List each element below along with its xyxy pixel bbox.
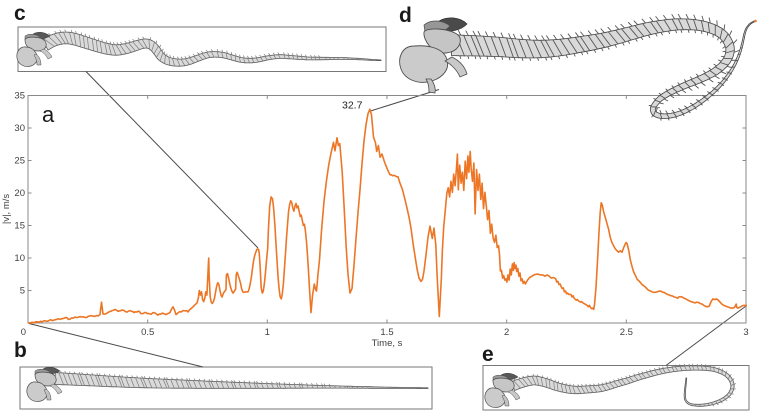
svg-text:25: 25 bbox=[14, 156, 25, 167]
svg-text:20: 20 bbox=[14, 188, 25, 199]
svg-text:c: c bbox=[14, 2, 26, 25]
svg-text:e: e bbox=[482, 343, 494, 366]
svg-text:a: a bbox=[42, 102, 55, 127]
svg-text:2.5: 2.5 bbox=[620, 327, 633, 338]
svg-text:|v|, m/s: |v|, m/s bbox=[1, 194, 12, 225]
svg-text:10: 10 bbox=[14, 253, 25, 264]
svg-text:35: 35 bbox=[14, 91, 25, 102]
svg-text:1: 1 bbox=[265, 327, 270, 338]
svg-text:0.5: 0.5 bbox=[141, 327, 154, 338]
svg-text:15: 15 bbox=[14, 221, 25, 232]
svg-text:1.5: 1.5 bbox=[380, 327, 393, 338]
svg-text:30: 30 bbox=[14, 123, 25, 134]
svg-text:5: 5 bbox=[20, 286, 25, 297]
svg-text:0: 0 bbox=[21, 327, 26, 338]
svg-text:32.7: 32.7 bbox=[342, 100, 363, 112]
svg-text:3: 3 bbox=[743, 327, 748, 338]
svg-text:Time, s: Time, s bbox=[372, 338, 403, 349]
svg-text:b: b bbox=[14, 339, 27, 362]
svg-text:d: d bbox=[399, 4, 412, 27]
svg-text:2: 2 bbox=[504, 327, 509, 338]
